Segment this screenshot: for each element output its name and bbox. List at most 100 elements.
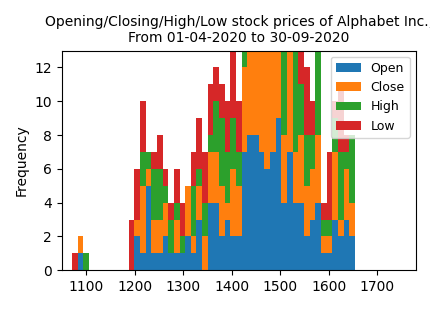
- Bar: [281, 34, 286, 135]
- Bar: [173, 203, 179, 220]
- Bar: [196, 186, 202, 220]
- Bar: [196, 220, 202, 270]
- Bar: [348, 236, 354, 270]
- Bar: [151, 220, 157, 253]
- Bar: [309, 220, 315, 270]
- Bar: [326, 253, 332, 270]
- Bar: [72, 253, 77, 270]
- Bar: [168, 253, 173, 270]
- Bar: [162, 186, 168, 203]
- Bar: [264, 51, 270, 169]
- Bar: [320, 220, 326, 236]
- Bar: [207, 203, 213, 270]
- Title: Opening/Closing/High/Low stock prices of Alphabet Inc.,
From 01-04-2020 to 30-09: Opening/Closing/High/Low stock prices of…: [45, 15, 430, 45]
- Bar: [218, 118, 224, 186]
- Bar: [196, 118, 202, 169]
- Bar: [190, 236, 196, 253]
- Bar: [202, 236, 207, 270]
- Bar: [213, 101, 218, 152]
- Bar: [252, 135, 258, 270]
- Bar: [162, 203, 168, 236]
- Bar: [213, 67, 218, 101]
- Bar: [224, 152, 230, 203]
- Bar: [190, 186, 196, 236]
- Bar: [270, 0, 275, 34]
- Bar: [343, 135, 348, 152]
- Bar: [230, 34, 236, 118]
- Bar: [252, 0, 258, 135]
- Bar: [236, 152, 241, 186]
- Bar: [179, 253, 185, 270]
- Legend: Open, Close, High, Low: Open, Close, High, Low: [330, 57, 409, 138]
- Bar: [207, 84, 213, 135]
- Bar: [173, 253, 179, 270]
- Bar: [286, 51, 292, 152]
- Bar: [224, 220, 230, 270]
- Bar: [332, 118, 337, 152]
- Bar: [270, 152, 275, 270]
- Bar: [337, 152, 343, 220]
- Bar: [303, 236, 309, 270]
- Bar: [162, 236, 168, 270]
- Bar: [83, 253, 89, 270]
- Bar: [303, 67, 309, 135]
- Bar: [77, 253, 83, 270]
- Bar: [224, 101, 230, 152]
- Bar: [145, 186, 151, 270]
- Bar: [230, 236, 236, 270]
- Bar: [185, 186, 190, 236]
- Bar: [128, 220, 134, 270]
- Bar: [157, 220, 162, 253]
- Bar: [292, 51, 298, 152]
- Bar: [157, 169, 162, 220]
- Bar: [281, 0, 286, 34]
- Bar: [286, 152, 292, 270]
- Bar: [140, 253, 145, 270]
- Bar: [348, 203, 354, 236]
- Bar: [343, 220, 348, 270]
- Bar: [236, 186, 241, 236]
- Bar: [348, 135, 354, 203]
- Bar: [264, 169, 270, 270]
- Bar: [151, 169, 157, 220]
- Bar: [173, 220, 179, 253]
- Bar: [309, 135, 315, 169]
- Bar: [303, 135, 309, 186]
- Bar: [241, 0, 247, 67]
- Bar: [168, 220, 173, 253]
- Bar: [332, 220, 337, 270]
- Bar: [337, 236, 343, 270]
- Bar: [264, 0, 270, 51]
- Y-axis label: Frequency: Frequency: [15, 125, 29, 196]
- Bar: [77, 236, 83, 253]
- Bar: [207, 152, 213, 203]
- Bar: [258, 152, 264, 270]
- Bar: [332, 152, 337, 220]
- Bar: [326, 236, 332, 253]
- Bar: [315, 203, 320, 270]
- Bar: [145, 152, 151, 169]
- Bar: [326, 152, 332, 220]
- Bar: [247, 135, 252, 270]
- Bar: [292, 203, 298, 270]
- Bar: [179, 236, 185, 253]
- Bar: [230, 169, 236, 236]
- Bar: [343, 152, 348, 169]
- Bar: [213, 203, 218, 270]
- Bar: [298, 135, 303, 203]
- Bar: [315, 135, 320, 203]
- Bar: [207, 135, 213, 152]
- Bar: [258, 0, 264, 51]
- Bar: [320, 236, 326, 253]
- Bar: [157, 135, 162, 169]
- Bar: [281, 135, 286, 203]
- Bar: [162, 169, 168, 186]
- Bar: [343, 169, 348, 220]
- Bar: [315, 34, 320, 135]
- Bar: [332, 101, 337, 118]
- Bar: [134, 169, 140, 220]
- Bar: [190, 253, 196, 270]
- Bar: [179, 203, 185, 236]
- Bar: [145, 169, 151, 186]
- Bar: [258, 51, 264, 152]
